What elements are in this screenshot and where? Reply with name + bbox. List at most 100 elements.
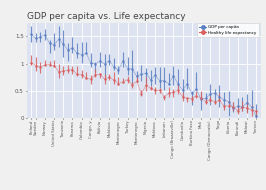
Point — [61, 42, 65, 45]
Point — [93, 62, 98, 65]
Point — [222, 98, 226, 101]
Point — [181, 95, 185, 98]
Point — [107, 59, 111, 62]
Point — [52, 64, 56, 67]
Point — [185, 83, 189, 86]
Point — [130, 67, 134, 70]
Point — [153, 74, 157, 77]
Point — [171, 91, 176, 94]
Point — [66, 49, 70, 52]
Point — [199, 98, 203, 101]
Point — [135, 80, 139, 83]
Point — [162, 95, 167, 98]
Point — [236, 109, 240, 112]
Point — [157, 79, 162, 82]
Point — [57, 38, 61, 41]
Point — [226, 100, 231, 103]
Point — [66, 69, 70, 72]
Point — [148, 87, 153, 90]
Point — [176, 83, 180, 86]
Point — [185, 97, 189, 100]
Point — [254, 115, 258, 118]
Point — [190, 97, 194, 100]
Point — [70, 68, 75, 71]
Point — [236, 105, 240, 108]
Legend: GDP per capita, Healthy life expectancy: GDP per capita, Healthy life expectancy — [197, 23, 259, 37]
Point — [208, 98, 212, 101]
Point — [102, 63, 107, 66]
Point — [208, 92, 212, 95]
Point — [139, 92, 143, 95]
Point — [194, 88, 198, 91]
Point — [47, 63, 52, 66]
Point — [222, 104, 226, 107]
Point — [245, 107, 249, 110]
Point — [203, 97, 208, 100]
Point — [171, 74, 176, 77]
Point — [181, 88, 185, 91]
Point — [213, 92, 217, 95]
Point — [217, 96, 222, 99]
Point — [157, 89, 162, 92]
Point — [121, 59, 125, 62]
Point — [116, 82, 120, 85]
Point — [70, 46, 75, 49]
Point — [75, 51, 79, 55]
Point — [213, 100, 217, 103]
Point — [167, 92, 171, 95]
Point — [167, 82, 171, 85]
Point — [98, 73, 102, 76]
Point — [135, 75, 139, 78]
Point — [84, 52, 88, 55]
Point — [116, 69, 120, 72]
Point — [162, 79, 167, 82]
Point — [121, 80, 125, 83]
Point — [102, 78, 107, 81]
Point — [34, 37, 38, 40]
Point — [112, 78, 116, 81]
Point — [38, 35, 43, 38]
Point — [52, 43, 56, 46]
Point — [240, 105, 244, 108]
Point — [84, 77, 88, 80]
Point — [249, 108, 253, 111]
Point — [194, 94, 198, 97]
Point — [217, 99, 222, 102]
Point — [80, 73, 84, 76]
Point — [144, 84, 148, 87]
Point — [98, 59, 102, 63]
Point — [226, 104, 231, 107]
Point — [80, 53, 84, 56]
Point — [190, 92, 194, 95]
Point — [34, 64, 38, 67]
Point — [126, 67, 130, 70]
Point — [153, 89, 157, 92]
Point — [139, 73, 143, 76]
Point — [231, 106, 235, 109]
Point — [47, 42, 52, 45]
Point — [249, 105, 253, 108]
Point — [112, 65, 116, 68]
Point — [29, 33, 33, 36]
Point — [148, 78, 153, 81]
Point — [144, 72, 148, 75]
Point — [89, 78, 93, 81]
Point — [176, 89, 180, 92]
Point — [231, 105, 235, 108]
Point — [38, 66, 43, 69]
Text: GDP per capita vs. Life expectancy: GDP per capita vs. Life expectancy — [27, 12, 185, 21]
Point — [199, 97, 203, 100]
Point — [93, 73, 98, 76]
Point — [107, 76, 111, 79]
Point — [240, 105, 244, 108]
Point — [57, 70, 61, 73]
Point — [203, 100, 208, 103]
Point — [75, 73, 79, 76]
Point — [43, 34, 47, 37]
Point — [43, 63, 47, 66]
Point — [130, 83, 134, 86]
Point — [89, 62, 93, 65]
Point — [126, 78, 130, 81]
Point — [245, 101, 249, 104]
Point — [29, 61, 33, 64]
